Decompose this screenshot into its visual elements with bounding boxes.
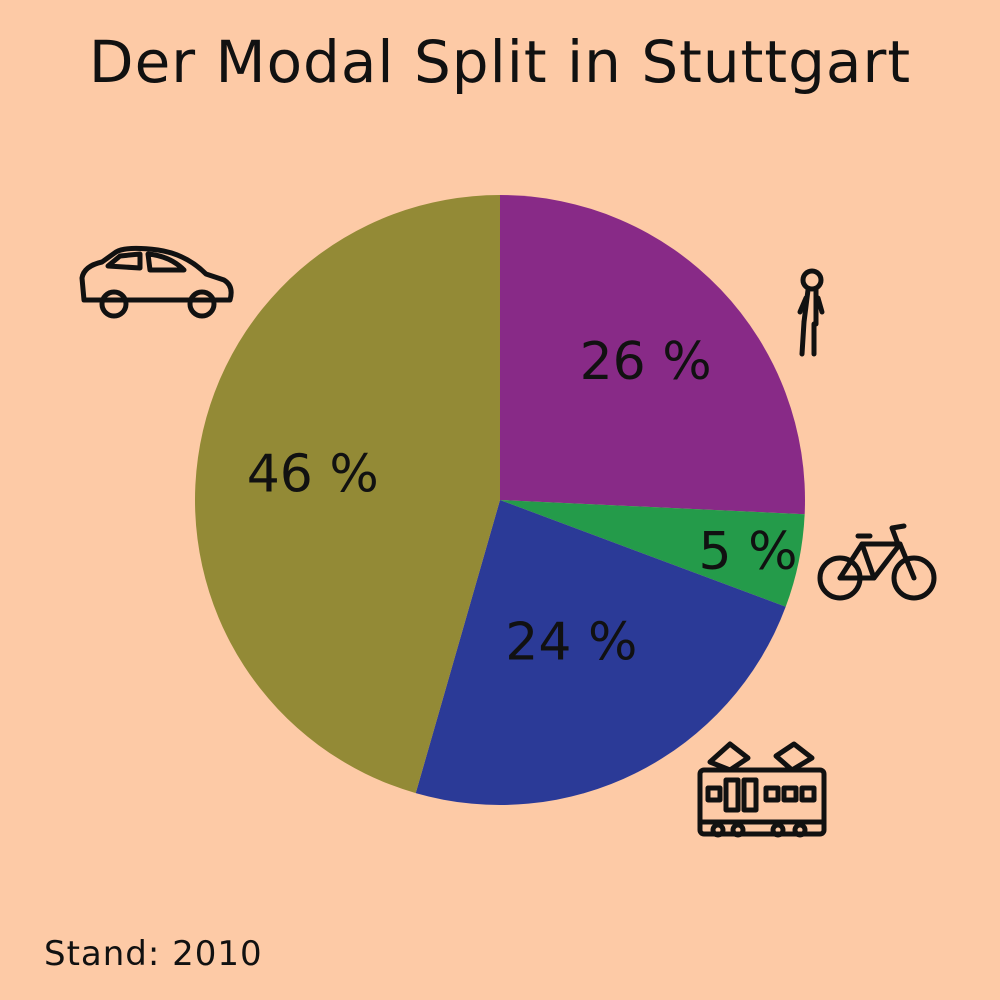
pie-labels: 26 % 5 % 24 % 46 % (247, 332, 798, 673)
pie-slice-bicycle (500, 500, 805, 607)
slice-label-car: 46 % (247, 445, 379, 505)
slice-label-bicycle: 5 % (698, 522, 797, 582)
slice-label-tram: 24 % (505, 613, 637, 673)
footer-note: Stand: 2010 (44, 934, 263, 974)
chart-title: Der Modal Split in Stuttgart (88, 28, 912, 96)
pie-slices (194, 195, 805, 805)
car-icon (79, 245, 234, 319)
slice-label-pedestrian: 26 % (580, 332, 712, 392)
pedestrian-icon (797, 268, 825, 357)
pie-slice-tram (415, 500, 786, 805)
pie-slice-pedestrian (500, 195, 805, 515)
bicycle-icon (817, 523, 937, 601)
pie-slice-car (194, 195, 500, 794)
tram-icon (697, 741, 827, 838)
